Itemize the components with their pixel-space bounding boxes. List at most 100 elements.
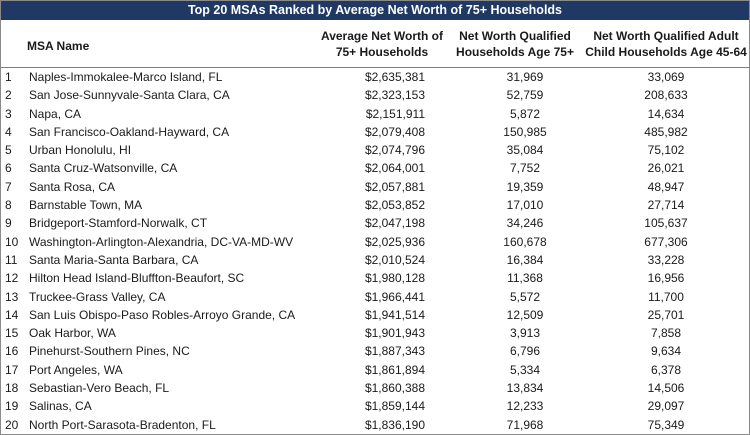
msa-name-cell: Santa Cruz-Watsonville, CA — [29, 161, 178, 176]
qualified-45-64-cell: 75,102 — [647, 143, 685, 158]
rank-cell: 5 — [5, 143, 12, 158]
msa-name-cell: Port Angeles, WA — [29, 362, 123, 377]
qualified-45-64-header-line1: Net Worth Qualified Adult — [593, 29, 739, 43]
qualified-45-64-cell: 677,306 — [644, 234, 688, 249]
qualified-75-cell: 12,233 — [506, 399, 544, 414]
avg-net-worth-header-line1: Average Net Worth of — [320, 29, 443, 43]
avg-net-worth-cell: $1,860,388 — [364, 381, 425, 396]
table-title: Top 20 MSAs Ranked by Average Net Worth … — [1, 1, 749, 20]
table-row: 3 Napa, CA $2,151,911 5,872 14,634 — [1, 105, 749, 123]
qualified-75-cell: 13,834 — [506, 381, 544, 396]
rank-cell: 8 — [5, 198, 12, 213]
qualified-75-cell: 17,010 — [506, 198, 544, 213]
qualified-75-cell: 19,359 — [506, 179, 544, 194]
qualified-45-64-cell: 14,634 — [647, 106, 685, 121]
msa-name-cell: San Jose-Sunnyvale-Santa Clara, CA — [29, 88, 230, 103]
table-row: 20 North Port-Sarasota-Bradenton, FL $1,83… — [1, 416, 749, 434]
table-row: 4 San Francisco-Oakland-Hayward, CA $2,079… — [1, 123, 749, 141]
table-row: 15 Oak Harbor, WA $1,901,943 3,913 7,858 — [1, 324, 749, 342]
qualified-45-64-cell: 14,506 — [647, 381, 685, 396]
qualified-75-cell: 5,334 — [509, 362, 541, 377]
table-row: 18 Sebastian-Vero Beach, FL $1,860,388 13,8… — [1, 379, 749, 397]
table-row: 13 Truckee-Grass Valley, CA $1,966,441 5,57… — [1, 288, 749, 306]
rank-cell: 20 — [5, 417, 19, 432]
rank-cell: 3 — [5, 106, 12, 121]
qualified-45-64-cell: 48,947 — [647, 179, 685, 194]
avg-net-worth-cell: $2,025,936 — [364, 234, 425, 249]
msa-name-cell: Naples-Immokalee-Marco Island, FL — [29, 70, 223, 84]
qualified-75-header-line2: Households Age 75+ — [456, 45, 574, 59]
qualified-45-64-cell: 25,701 — [647, 307, 685, 322]
msa-name-cell: Sebastian-Vero Beach, FL — [29, 381, 170, 396]
qualified-75-cell: 35,084 — [506, 143, 544, 158]
rank-cell: 14 — [5, 307, 19, 322]
qualified-45-64-header-line2: Child Households Age 45-64 — [585, 45, 747, 59]
table-row: 12 Hilton Head Island-Bluffton-Beaufort, … — [1, 269, 749, 287]
qualified-75-cell: 71,968 — [506, 417, 544, 432]
qualified-75-cell: 52,759 — [506, 88, 544, 103]
rank-cell: 2 — [5, 88, 12, 103]
rank-cell: 1 — [5, 70, 12, 84]
qualified-45-64-cell: 27,714 — [647, 198, 685, 213]
qualified-45-64-cell: 29,097 — [647, 399, 685, 414]
avg-net-worth-cell: $2,079,408 — [364, 124, 425, 139]
qualified-45-64-cell: 16,956 — [647, 271, 685, 286]
qualified-75-cell: 31,969 — [506, 70, 544, 84]
qualified-45-64-cell: 6,378 — [650, 362, 682, 377]
table-row: 8 Barnstable Town, MA $2,053,852 17,010 27,7… — [1, 196, 749, 214]
avg-net-worth-cell: $1,887,343 — [364, 344, 425, 359]
table-row: 5 Urban Honolulu, HI $2,074,796 35,084 75,10… — [1, 141, 749, 159]
msa-name-cell: San Luis Obispo-Paso Robles-Arroyo Grand… — [29, 307, 296, 322]
avg-net-worth-header-line2: 75+ Households — [335, 45, 429, 59]
avg-net-worth-cell: $1,966,441 — [364, 289, 425, 304]
rank-cell: 13 — [5, 289, 19, 304]
msa-name-cell: Urban Honolulu, HI — [29, 143, 132, 158]
qualified-75-cell: 6,796 — [509, 344, 541, 359]
qualified-75-cell: 34,246 — [506, 216, 544, 231]
msa-name-cell: Pinehurst-Southern Pines, NC — [29, 344, 190, 359]
qualified-45-64-cell: 26,021 — [647, 161, 685, 176]
qualified-45-64-cell: 75,349 — [647, 417, 685, 432]
rank-cell: 11 — [5, 252, 18, 267]
msa-name-cell: North Port-Sarasota-Bradenton, FL — [29, 417, 216, 432]
table-row: 7 Santa Rosa, CA $2,057,881 19,359 48,947 — [1, 178, 749, 196]
rank-cell: 16 — [5, 344, 19, 359]
rank-header — [1, 20, 27, 67]
table-header: MSA Name Average Net Worth of 75+ Househ… — [1, 20, 749, 68]
msa-name-cell: Napa, CA — [29, 106, 82, 121]
table-row: 19 Salinas, CA $1,859,144 12,233 29,097 — [1, 397, 749, 415]
rank-cell: 15 — [5, 326, 19, 341]
table-row: 6 Santa Cruz-Watsonville, CA $2,064,001 7,7… — [1, 159, 749, 177]
avg-net-worth-cell: $1,859,144 — [364, 399, 425, 414]
avg-net-worth-cell: $2,010,524 — [364, 252, 425, 267]
rank-cell: 7 — [5, 179, 12, 194]
avg-net-worth-cell: $1,861,894 — [364, 362, 425, 377]
qualified-75-cell: 16,384 — [506, 252, 544, 267]
rank-cell: 17 — [5, 362, 19, 377]
avg-net-worth-cell: $2,074,796 — [364, 143, 425, 158]
qualified-45-64-cell: 105,637 — [644, 216, 688, 231]
avg-net-worth-cell: $2,323,153 — [364, 88, 425, 103]
qualified-45-64-cell: 208,633 — [644, 88, 688, 103]
avg-net-worth-cell: $1,980,128 — [364, 271, 425, 286]
avg-net-worth-cell: $1,901,943 — [364, 326, 425, 341]
qualified-75-cell: 5,572 — [509, 289, 541, 304]
qualified-75-cell: 3,913 — [509, 326, 541, 341]
table-row: 9 Bridgeport-Stamford-Norwalk, CT $2,047,1… — [1, 214, 749, 232]
avg-net-worth-cell: $2,053,852 — [364, 198, 425, 213]
msa-name-cell: Salinas, CA — [29, 399, 92, 414]
msa-name-cell: San Francisco-Oakland-Hayward, CA — [29, 124, 230, 139]
qualified-75-cell: 12,509 — [506, 307, 544, 322]
table-row: 16 Pinehurst-Southern Pines, NC $1,887,343… — [1, 342, 749, 360]
qualified-75-cell: 11,368 — [507, 271, 543, 286]
table-row: 14 San Luis Obispo-Paso Robles-Arroyo Gra… — [1, 306, 749, 324]
qualified-45-64-cell: 485,982 — [644, 124, 688, 139]
table-row: 1 Naples-Immokalee-Marco Island, FL $2,635… — [1, 68, 749, 86]
rank-cell: 9 — [5, 216, 12, 231]
msa-name-cell: Barnstable Town, MA — [29, 198, 143, 213]
avg-net-worth-cell: $1,941,514 — [364, 307, 425, 322]
msa-name-cell: Washington-Arlington-Alexandria, DC-VA-M… — [29, 234, 294, 249]
avg-net-worth-cell: $2,047,198 — [364, 216, 425, 231]
table-row: 10 Washington-Arlington-Alexandria, DC-VA… — [1, 233, 749, 251]
